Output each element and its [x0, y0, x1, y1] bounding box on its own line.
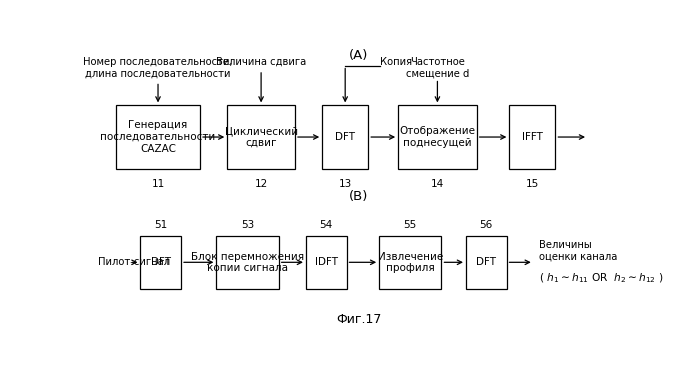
Text: 12: 12	[255, 179, 267, 189]
Bar	[510, 105, 555, 169]
Text: 51: 51	[154, 220, 167, 230]
Bar	[466, 236, 507, 289]
Text: Циклический
сдвиг: Циклический сдвиг	[225, 126, 298, 148]
Bar	[116, 105, 200, 169]
Text: Величина сдвига: Величина сдвига	[216, 57, 306, 67]
Text: Номер последовательности,
длина последовательности: Номер последовательности, длина последов…	[83, 57, 233, 79]
Text: IFFT: IFFT	[522, 132, 543, 142]
Bar	[228, 105, 295, 169]
Bar	[398, 105, 477, 169]
Bar	[216, 236, 279, 289]
Text: 14: 14	[430, 179, 444, 189]
Text: DFT: DFT	[150, 257, 171, 267]
Text: (B): (B)	[349, 190, 368, 203]
Text: Пилот-сигнал: Пилот-сигнал	[98, 257, 171, 267]
Bar	[141, 236, 181, 289]
Text: 54: 54	[320, 220, 332, 230]
Text: Генерация
последовательности
CAZAC: Генерация последовательности CAZAC	[100, 120, 216, 154]
Text: DFT: DFT	[335, 132, 355, 142]
Text: 55: 55	[404, 220, 417, 230]
Text: Фиг.17: Фиг.17	[336, 313, 382, 326]
Text: Частотное
смещение d: Частотное смещение d	[406, 57, 469, 79]
Text: 53: 53	[241, 220, 254, 230]
Text: Извлечение
профиля: Извлечение профиля	[378, 251, 443, 273]
Bar	[322, 105, 368, 169]
Bar	[306, 236, 346, 289]
Text: (A): (A)	[349, 49, 368, 62]
Text: 56: 56	[480, 220, 493, 230]
Text: DFT: DFT	[476, 257, 496, 267]
Bar	[379, 236, 442, 289]
Text: Копия: Копия	[381, 57, 412, 67]
Text: Блок перемножения
копии сигнала: Блок перемножения копии сигнала	[191, 251, 304, 273]
Text: IDFT: IDFT	[315, 257, 337, 267]
Text: Отображение
поднесущей: Отображение поднесущей	[400, 126, 475, 148]
Text: Величины
оценки канала: Величины оценки канала	[539, 240, 617, 261]
Text: 13: 13	[339, 179, 352, 189]
Text: 15: 15	[526, 179, 539, 189]
Text: 11: 11	[151, 179, 164, 189]
Text: ( $h_1$$\sim$$h_{11}$ OR  $h_2$$\sim$$h_{12}$ ): ( $h_1$$\sim$$h_{11}$ OR $h_2$$\sim$$h_{…	[539, 272, 664, 285]
